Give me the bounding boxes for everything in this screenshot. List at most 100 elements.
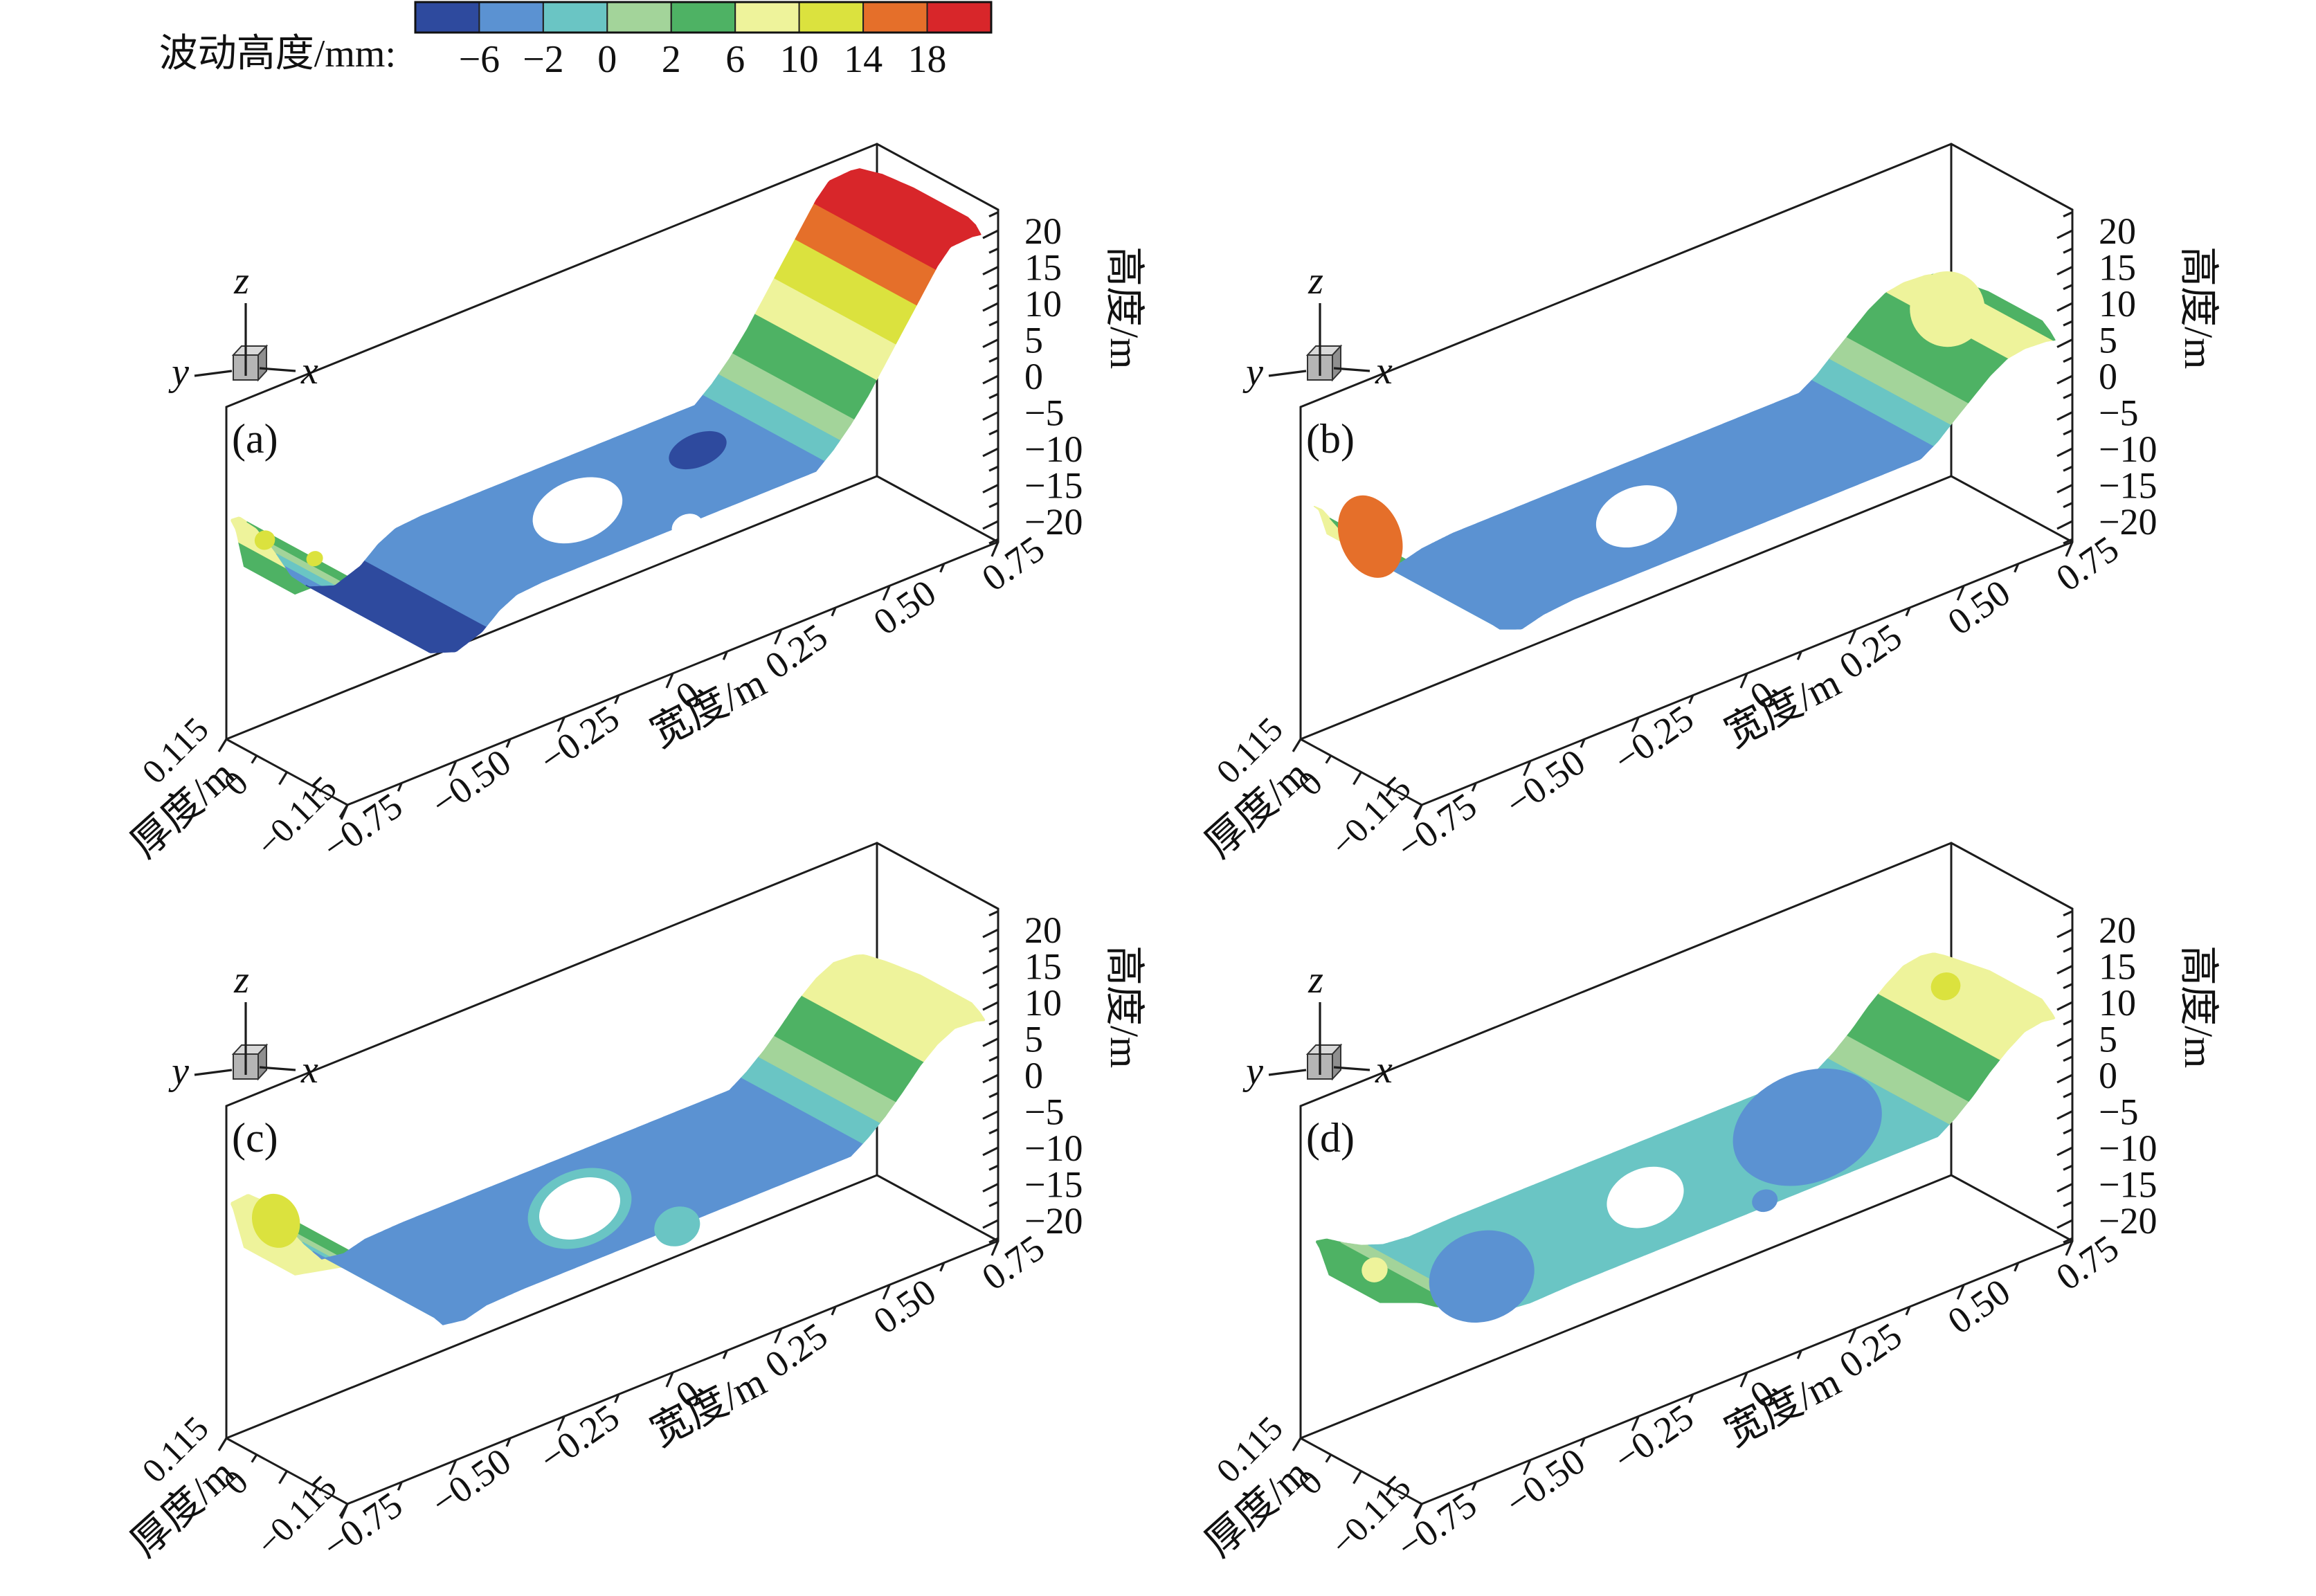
z-tick-label: 0 [1024,1055,1043,1096]
x-minor-tick [505,1438,512,1447]
x-minor-tick [831,607,837,617]
z-axis-title: 高度/m [2176,246,2221,369]
surface-tongue-stripe [251,1193,300,1248]
colorbar-border [414,1,993,34]
colorbar-cell [478,1,544,33]
z-tick [2056,1001,2073,1011]
z-tick [982,1219,999,1229]
x-tick-label: 0.50 [866,572,943,643]
z-tick-label: 5 [1024,320,1043,361]
triad-x-label: x [1375,1049,1393,1091]
z-minor-tick [988,465,999,472]
triad-y-line [1268,1069,1307,1076]
x-minor-tick [939,1262,946,1272]
x-tick-label: 0.25 [757,1314,835,1386]
box-edge [876,143,999,211]
x-tick-label: 0.50 [866,1271,943,1342]
z-tick-label: 20 [1024,909,1062,951]
x-tick-label: 0.25 [1831,1314,1909,1386]
axis-triad: z x y [168,959,318,1093]
x-tick-label: −0.25 [1607,1396,1701,1480]
z-tick [982,928,999,938]
x-minor-tick [722,651,728,660]
y-tick [1292,1438,1302,1451]
z-minor-tick [988,538,999,545]
z-minor-tick [2063,247,2073,254]
colorbar-cell [606,1,672,33]
contour-band [1878,952,2056,1060]
y-tick [1352,1470,1362,1485]
x-tick-label: −0.25 [532,1396,627,1480]
surface-cap-spot [1910,271,1985,347]
y-minor-tick [1385,788,1393,797]
x-minor-tick [831,1306,837,1316]
x-minor-tick [614,695,620,705]
z-minor-tick [988,1055,999,1062]
z-tick-label: 0 [2099,356,2117,397]
z-tick [2056,447,2073,457]
y-tick [1292,738,1302,752]
x-tick [1739,673,1748,689]
box-edge [1950,842,2074,910]
triad-cube-right [1332,344,1341,382]
subplot-d: 20151050−5−10−15−20高度/m−0.75−0.50−0.2500… [1196,842,2221,1568]
triad-z-label: z [1308,260,1323,302]
z-tick [2056,1037,2073,1047]
x-tick [774,1328,783,1344]
triad-x-line [259,1066,296,1071]
z-minor-tick [2063,465,2073,472]
z-tick-label: 10 [2099,283,2136,325]
x-tick [2065,1240,2074,1256]
surface-front-dot [1752,1189,1778,1213]
colorbar-cell [734,1,800,33]
x-tick-label: 0.50 [1940,572,2018,643]
z-minor-tick [2063,1091,2073,1098]
box-edge [876,842,999,910]
z-tick [982,411,999,421]
triad-y-label: y [168,351,189,394]
triad-y-label: y [1242,1050,1263,1093]
legend-tick-label: 0 [597,38,617,81]
x-minor-tick [722,1350,728,1359]
x-tick [1523,1460,1532,1476]
colorbar-cell [670,1,736,33]
z-tick [982,1146,999,1157]
surface-hole [539,1177,621,1240]
z-minor-tick [2063,392,2073,399]
legend-tick-label: −6 [459,38,500,81]
box-edge [225,1174,878,1440]
x-minor-tick [1471,1481,1477,1491]
x-tick [449,1460,458,1476]
surface-depression [1733,1068,1882,1186]
z-tick [982,1110,999,1120]
box-edge [1950,1174,2074,1242]
legend-tick-label: 10 [780,38,819,81]
x-tick-label: −0.50 [1498,1440,1593,1524]
z-tick-label: 10 [1024,283,1062,325]
z-tick [982,1183,999,1193]
x-axis-title: 宽度/m [643,660,772,755]
z-minor-tick [2063,211,2073,218]
z-tick [982,229,999,239]
z-minor-tick [988,910,999,917]
z-tick [2056,520,2073,530]
x-tick [774,629,783,645]
z-tick-label: −5 [2099,1091,2138,1133]
z-minor-tick [988,1201,999,1208]
x-tick [1956,585,1965,601]
z-tick-label: 5 [2099,320,2117,361]
y-minor-tick [251,754,258,764]
z-tick-label: −15 [2099,465,2157,507]
subplot-b: 20151050−5−10−15−20高度/m−0.75−0.50−0.2500… [1196,143,2221,869]
triad-x-label: x [1375,350,1393,392]
surface-tip-dot [254,530,275,550]
z-minor-tick [988,1128,999,1135]
z-minor-tick [988,284,999,291]
x-tick [882,1284,891,1300]
triad-cube-right [257,344,267,382]
z-tick-label: 20 [2099,210,2136,252]
z-minor-tick [2063,1128,2073,1135]
